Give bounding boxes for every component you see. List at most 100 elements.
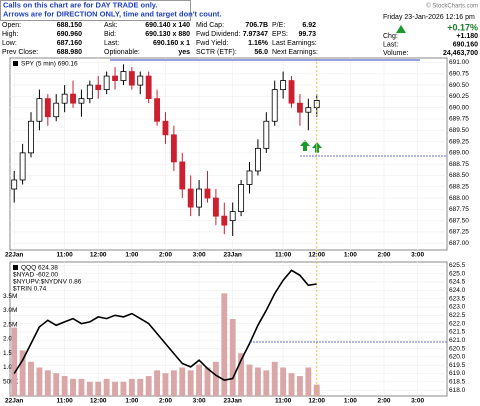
y-tick-label: 620.0 <box>449 354 466 361</box>
volume-bar <box>238 353 245 396</box>
volume-bar <box>78 378 85 396</box>
volume-bar <box>305 367 312 396</box>
volume-bar <box>204 367 211 396</box>
y-tick-label: 690.25 <box>449 93 469 100</box>
volume-bar <box>280 367 287 396</box>
field-label: Ask: <box>104 22 118 29</box>
field-value: 7.97347 <box>243 31 268 38</box>
y-tick-label: 624.0 <box>449 287 466 294</box>
watermark: © StockCharts.com <box>426 3 478 10</box>
field-value: 690.960 <box>57 31 82 38</box>
candle-body <box>238 184 245 212</box>
x-tick-label: 3:00 <box>193 398 206 405</box>
notice-line: Calls on this chart are for DAY TRADE on… <box>3 0 157 9</box>
volume-bar <box>86 381 93 396</box>
y-tick-label: 687.50 <box>449 217 469 224</box>
candle-body <box>305 107 312 113</box>
stat-label: Chg: <box>383 33 398 40</box>
volume-bar <box>19 350 26 396</box>
notice-line: Arrows are for DIRECTION ONLY, time and … <box>3 9 222 18</box>
x-tick-label: 11:00 <box>275 252 292 259</box>
volume-bar <box>145 376 152 396</box>
x-tick-label: 3:00 <box>193 252 206 259</box>
candle-body <box>19 152 26 181</box>
volume-bar <box>288 373 295 396</box>
x-tick-label: 22Jan <box>5 398 23 405</box>
candle-body <box>137 75 144 86</box>
field-value: 687.160 <box>57 40 82 47</box>
legend-label: QQQ 624.38 <box>21 265 58 272</box>
volume-bar <box>296 376 303 396</box>
x-tick-label: 1:00 <box>125 398 138 405</box>
field-value: 688.980 <box>57 49 82 56</box>
candle-body <box>179 161 186 190</box>
candle-body <box>154 98 160 122</box>
volume-bar <box>95 381 102 396</box>
volume-bar <box>187 370 194 396</box>
candle-body <box>187 188 194 208</box>
y-tick-label: 625.5 <box>449 262 466 269</box>
volume-bar <box>196 364 203 396</box>
x-tick-label: 3:00 <box>411 252 424 259</box>
candle-body <box>95 84 102 91</box>
y-tick-label: 689.00 <box>449 150 469 157</box>
candle-body <box>162 120 169 136</box>
candle-body <box>196 188 203 208</box>
candle-body <box>53 102 60 118</box>
x-tick-label: 12:00 <box>90 398 107 405</box>
field-value: 56.0 <box>254 49 268 56</box>
y-tick-label: 618.5 <box>449 379 466 386</box>
legend-label: SPY (5 min) 690.16 <box>21 61 78 68</box>
x-tick-label: 2:00 <box>159 398 172 405</box>
candle-body <box>297 102 303 113</box>
field-value: 6.92 <box>302 22 316 29</box>
y-tick-label: 621.0 <box>449 337 466 344</box>
green-arrow <box>300 140 310 151</box>
y-tick-label: 689.75 <box>449 116 469 123</box>
volume-bar <box>28 361 34 396</box>
field-label: Bid: <box>104 31 116 38</box>
volume-bar <box>271 361 278 396</box>
stat-value: +1.180 <box>456 33 478 40</box>
candle-body <box>288 80 295 104</box>
candle-body <box>246 170 253 185</box>
field-label: Last: <box>104 40 119 47</box>
y-tick-label: 689.25 <box>449 138 469 145</box>
y-tick-label: 620.5 <box>449 345 466 352</box>
y-tick-label: 618.0 <box>449 387 466 394</box>
stat-label: Volume: <box>383 50 408 57</box>
volume-bar <box>44 370 51 396</box>
candle-body <box>28 120 34 154</box>
x-tick-label: 23Jan <box>223 252 241 259</box>
candle-body <box>128 71 135 86</box>
field-label: Open: <box>2 22 21 29</box>
y-tick-label: 622.0 <box>449 320 466 327</box>
notice-box <box>0 0 191 21</box>
stat-value: 690.160 <box>453 41 478 48</box>
y-tick-label: 619.0 <box>449 370 466 377</box>
x-tick-label: 12:00 <box>308 398 325 405</box>
y-tick-label: 688.50 <box>449 172 469 179</box>
field-label: Low: <box>2 40 17 47</box>
y-tick-label: 690.75 <box>449 71 469 78</box>
y-tick-label: 690.00 <box>449 104 469 111</box>
field-label: P/E: <box>272 22 285 29</box>
candle-body <box>280 80 287 91</box>
indicator-label: $NYUPV:$NYDNV 0.86 <box>13 279 82 286</box>
field-value: 690.130 x 880 <box>145 31 190 38</box>
y-tick-label: 688.75 <box>449 161 469 168</box>
y-tick-label: 688.25 <box>449 183 469 190</box>
candle-body <box>170 134 177 163</box>
volume-bar <box>179 367 186 396</box>
x-tick-label: 1:00 <box>344 398 357 405</box>
volume-bar <box>162 373 169 396</box>
candle-body <box>61 93 68 104</box>
volume-bar <box>221 293 228 396</box>
volume-bar <box>254 367 261 396</box>
stat-value: 24,463,700 <box>443 50 478 57</box>
x-tick-label: 3:00 <box>411 398 424 405</box>
field-value: 1.16% <box>248 40 269 47</box>
date: Friday 23-Jan-2026 12:16 pm <box>383 14 475 21</box>
candle-body <box>254 147 261 172</box>
field-label: Next Earnings: <box>272 49 318 56</box>
